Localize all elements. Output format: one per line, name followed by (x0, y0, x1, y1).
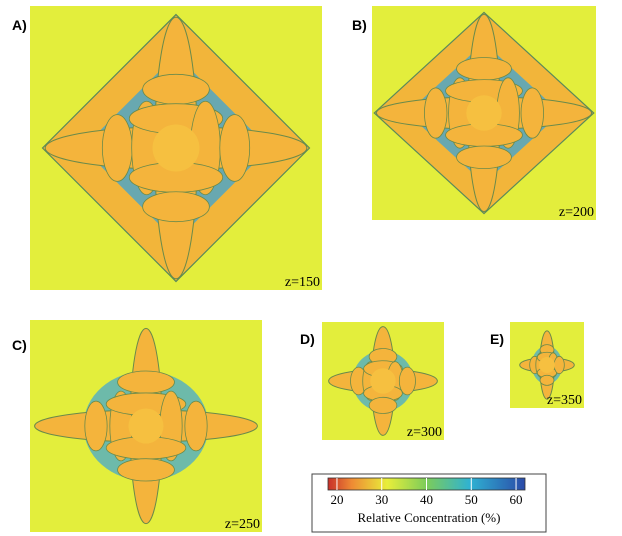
panel-label: D) (300, 331, 315, 347)
z-label: z=300 (407, 425, 442, 440)
side-branch (184, 400, 208, 452)
panel-label: B) (352, 17, 367, 33)
z-label: z=350 (547, 393, 582, 408)
side-branch (424, 87, 448, 139)
side-branch (368, 396, 398, 414)
side-branch (539, 374, 555, 386)
side-branch (398, 366, 416, 396)
side-branch (456, 57, 512, 81)
colorbar-tick-label: 30 (375, 492, 388, 507)
colorbar-label: Relative Concentration (%) (358, 510, 501, 525)
dendrite-center (152, 124, 200, 172)
panel-label: A) (12, 17, 27, 33)
side-branch (553, 355, 565, 375)
side-branch (142, 73, 210, 105)
z-label: z=150 (285, 275, 320, 290)
z-label: z=200 (559, 205, 594, 220)
colorbar-tick-label: 20 (330, 492, 343, 507)
dendrite-center (539, 357, 555, 373)
side-branch (84, 400, 108, 452)
panel-label: E) (490, 331, 504, 347)
dendrite-center (128, 408, 164, 444)
side-branch (142, 191, 210, 223)
side-branch (456, 145, 512, 169)
z-label: z=250 (225, 517, 260, 532)
dendrite-center (370, 368, 396, 394)
side-branch (520, 87, 544, 139)
side-branch (117, 458, 175, 482)
side-branch (219, 114, 251, 182)
colorbar-tick-label: 40 (420, 492, 433, 507)
side-branch (101, 114, 133, 182)
panel-label: C) (12, 337, 27, 353)
colorbar-tick-label: 50 (465, 492, 478, 507)
colorbar-tick-label: 60 (510, 492, 523, 507)
dendrite-center (466, 95, 502, 131)
side-branch (117, 370, 175, 394)
